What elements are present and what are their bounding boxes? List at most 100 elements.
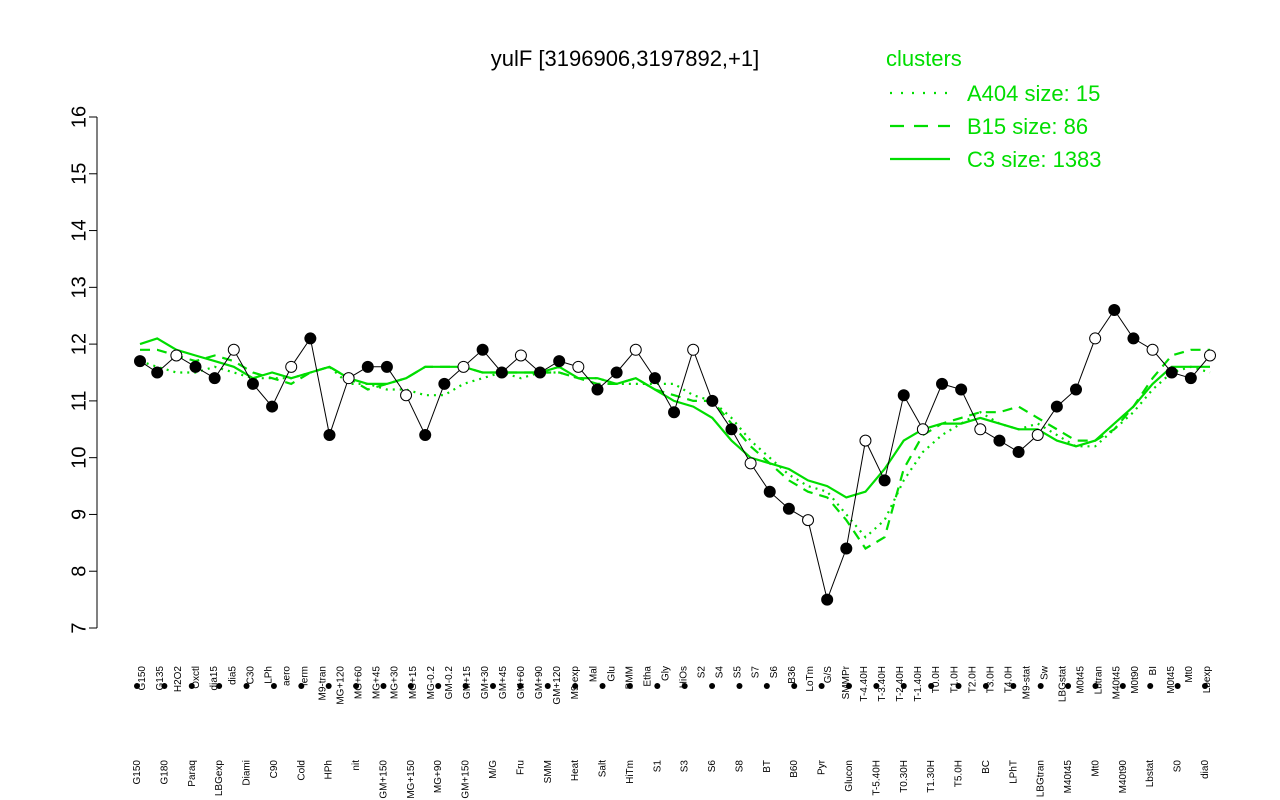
x-tick-label: Paraq (187, 760, 198, 787)
series-lines (139, 309, 1211, 602)
x-tick-label: GM-0.2 (444, 666, 455, 700)
x-tick-label: MG+60 (354, 666, 365, 700)
x-marker (325, 683, 332, 689)
legend-label: A404 size: 15 (967, 81, 1100, 106)
x-tick-label: M0t45 (1076, 666, 1087, 694)
x-marker (517, 683, 524, 689)
data-point (304, 332, 317, 345)
x-tick-label: GM+150 (461, 760, 472, 799)
x-tick-label: M9-stat (1021, 666, 1032, 700)
x-marker (1174, 683, 1181, 689)
axes: 7 8 9 10 11 12 13 14 15 16 (68, 106, 98, 634)
data-point (1070, 383, 1083, 396)
data-point (610, 366, 623, 379)
x-tick-label: B60 (789, 760, 800, 778)
x-tick-label: T4.0H (1003, 666, 1014, 693)
data-point (1050, 400, 1063, 413)
x-tick-label: T-1.40H (913, 666, 924, 702)
data-point (572, 360, 585, 373)
x-marker (709, 683, 716, 689)
data-point (974, 423, 987, 436)
x-tick-label: LBGstat (1058, 666, 1069, 702)
series-line-dotted (139, 360, 1211, 539)
x-tick-label: M9-tran (318, 666, 329, 700)
x-tick-label: GM+30 (480, 666, 491, 700)
data-point (170, 349, 183, 362)
x-tick-label: T5.0H (954, 760, 965, 787)
x-tick-label: B36 (787, 666, 798, 684)
x-tick-label: G150 (137, 666, 148, 691)
y-tick-label: 10 (68, 447, 90, 469)
data-point (361, 360, 374, 373)
data-point (897, 389, 910, 402)
x-marker (763, 683, 770, 689)
data-point (916, 423, 929, 436)
data-point (457, 360, 470, 373)
x-tick-labels: G150 G135 H2O2 Oxctl dia15 dia5 C30 LPh aero ferm… (132, 665, 1213, 798)
data-point (1146, 343, 1159, 356)
x-marker (462, 683, 469, 689)
x-tick-label: Mt0 (1184, 666, 1195, 683)
x-tick-label: Oxctl (191, 666, 202, 689)
x-tick-label: LPhT (1008, 760, 1019, 784)
legend-label: C3 size: 1383 (967, 147, 1102, 172)
x-tick-label: T3.0H (985, 666, 996, 693)
x-marker (572, 683, 579, 689)
x-marker (626, 683, 633, 689)
data-point (725, 423, 738, 436)
data-point (208, 372, 221, 385)
x-marker (435, 683, 442, 689)
data-point (514, 349, 527, 362)
y-tick-label: 9 (68, 509, 90, 520)
x-tick-label: M40t90 (1118, 760, 1129, 794)
data-point (782, 502, 795, 515)
data-point (400, 389, 413, 402)
data-point (1108, 304, 1121, 317)
data-point (591, 383, 604, 396)
x-marker (490, 683, 496, 689)
x-tick-label: Lbexp (1202, 666, 1213, 694)
x-tick-label: T-5.40H (871, 760, 882, 796)
x-tick-label: dia0 (1200, 760, 1211, 779)
y-tick-label: 11 (68, 391, 90, 412)
data-point (438, 377, 451, 390)
x-tick-label: Gly (660, 666, 671, 681)
x-tick-label: MG+150 (406, 760, 417, 799)
x-tick-label: ferm (299, 666, 310, 686)
x-marker (298, 683, 305, 689)
x-tick-label: M40t45 (1112, 666, 1123, 700)
data-point (629, 343, 642, 356)
x-tick-label: MG+30 (390, 666, 401, 700)
x-marker (982, 683, 989, 689)
x-tick-label: Etha (642, 666, 653, 687)
data-point (342, 372, 355, 385)
x-tick-label: dia15 (209, 666, 220, 691)
x-tick-label: T0.0H (931, 666, 942, 693)
x-tick-label: Glu (606, 666, 617, 682)
x-tick-label: S5 (733, 666, 744, 679)
x-tick-label: G/S (823, 666, 834, 684)
data-points (134, 304, 1216, 606)
data-point (134, 355, 146, 368)
x-tick-label: HPh (324, 760, 335, 779)
x-tick-label: T1.30H (926, 760, 937, 793)
x-tick-label: Lbtran (1094, 666, 1105, 694)
x-tick-label: S8 (734, 760, 745, 773)
x-tick-label: S3 (680, 760, 691, 773)
x-tick-label: S2 (697, 666, 708, 679)
x-tick-label: T-3.40H (877, 666, 888, 702)
x-tick-label: G180 (159, 760, 170, 785)
data-point (151, 366, 164, 379)
data-point (419, 428, 432, 441)
legend: clusters A404 size: 15 B15 size: 86 C3 siz… (886, 46, 1102, 172)
x-tick-label: C90 (269, 760, 280, 779)
x-tick-label: LBGexp (214, 760, 225, 797)
x-tick-label: M/G (488, 760, 499, 779)
x-tick-label: nit (351, 760, 362, 771)
data-point (706, 394, 719, 407)
data-point (246, 377, 259, 390)
x-marker (928, 683, 935, 689)
x-tick-label: M0t90 (1130, 666, 1141, 694)
data-point (1089, 332, 1102, 345)
x-tick-label: M40t45 (1063, 760, 1074, 794)
